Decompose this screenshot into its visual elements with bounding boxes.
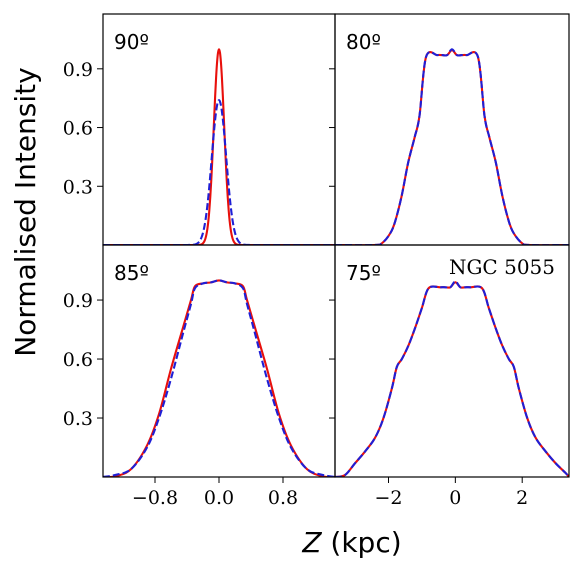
panel-top-left: 90º 0.3 0.6 0.9	[63, 13, 336, 246]
y-tick-label: 0.6	[63, 349, 93, 371]
observed-series-line	[103, 99, 335, 245]
series-group	[103, 48, 335, 245]
y-tick-label: 0.9	[63, 59, 93, 81]
y-tick-label: 0.9	[63, 290, 93, 312]
model-series-line	[335, 281, 569, 477]
series-group	[103, 279, 335, 477]
y-tick-label: 0.6	[63, 118, 93, 140]
panel-bottom-left: 85º 0.3 0.6 0.9 −0.8 0.0 0.8	[63, 244, 336, 509]
x-tick-label: 0	[449, 487, 461, 509]
panel-frame	[334, 244, 570, 478]
series-group	[335, 48, 569, 245]
y-axis-title: Normalised Intensity	[9, 67, 42, 356]
observed-series-line	[335, 48, 569, 245]
x-tick-label: 0.8	[268, 487, 298, 509]
panel-label: 75º	[346, 261, 381, 285]
panels: 90º 0.3 0.6 0.9 80º 85º 0.3 0.6 0.9 −0.8 0.0 0.8 75º…	[63, 13, 570, 509]
observed-series-line	[103, 279, 335, 477]
x-axis-title-unit: (kpc)	[322, 526, 402, 559]
panel-label: 80º	[346, 30, 381, 54]
model-series-line	[335, 49, 569, 245]
x-tick-label: −0.8	[132, 487, 178, 509]
panel-top-right: 80º	[329, 13, 570, 246]
series-group	[335, 280, 569, 477]
x-axis-title-symbol: Z	[301, 526, 322, 559]
panel-label: 90º	[114, 30, 149, 54]
y-tick-label: 0.3	[63, 176, 93, 198]
model-series-line	[103, 279, 335, 477]
panel-label: 85º	[114, 261, 149, 285]
x-tick-label: 2	[516, 487, 528, 509]
x-tick-label: −2	[374, 487, 402, 509]
y-tick-label: 0.3	[63, 408, 93, 430]
model-series-line	[103, 48, 335, 245]
panel-bottom-right: 75º −2 0 2	[329, 244, 570, 509]
annotation-ngc-5055: NGC 5055	[449, 255, 555, 279]
x-tick-label: 0.0	[204, 487, 234, 509]
x-axis-title: Z (kpc)	[301, 526, 401, 559]
observed-series-line	[335, 280, 569, 477]
